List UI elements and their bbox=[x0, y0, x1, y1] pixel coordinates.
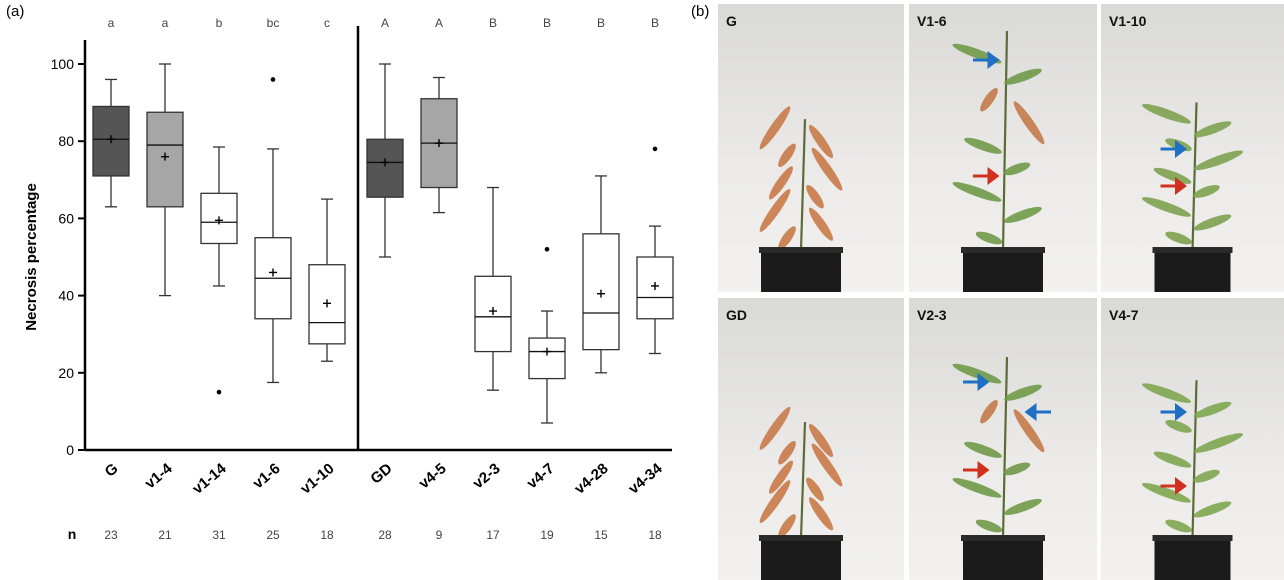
n-value: 17 bbox=[486, 528, 500, 542]
group-letter: B bbox=[489, 16, 497, 30]
group-letter: b bbox=[216, 16, 223, 30]
plot: 0 20 40 60 80 100 a G 23 a v1-4 21 b v1-14 31 bc v1-6 25 c… bbox=[51, 16, 673, 542]
n-value: 18 bbox=[648, 528, 662, 542]
n-value: 15 bbox=[594, 528, 608, 542]
outlier bbox=[545, 247, 550, 252]
n-value: 18 bbox=[320, 528, 334, 542]
x-tick-label: v4-5 bbox=[416, 460, 450, 492]
pot bbox=[761, 538, 841, 580]
group-letter: bc bbox=[267, 16, 280, 30]
photo: GD bbox=[718, 298, 904, 580]
pot-rim bbox=[961, 247, 1045, 253]
n-value: 25 bbox=[266, 528, 280, 542]
x-tick-label: v4-34 bbox=[625, 460, 666, 498]
photo-label: V1-10 bbox=[1109, 13, 1147, 29]
panel-label: (a) bbox=[6, 3, 24, 20]
pot-rim bbox=[961, 535, 1045, 541]
group-letter: A bbox=[435, 16, 443, 30]
photo-label: G bbox=[726, 13, 737, 29]
y-tick-label: 100 bbox=[51, 56, 75, 72]
group-letter: A bbox=[381, 16, 389, 30]
photo-label: V4-7 bbox=[1109, 307, 1139, 323]
pot bbox=[1155, 250, 1231, 292]
n-label: n bbox=[68, 526, 77, 542]
page: {"chart_data": {"type": "box", "panel_la… bbox=[0, 0, 1284, 580]
pot-rim bbox=[759, 535, 843, 541]
x-tick-label: GD bbox=[367, 460, 395, 488]
pot bbox=[963, 250, 1043, 292]
outlier bbox=[217, 390, 222, 395]
pot bbox=[761, 250, 841, 292]
n-value: 9 bbox=[436, 528, 443, 542]
group-letter: c bbox=[324, 16, 330, 30]
n-value: 31 bbox=[212, 528, 226, 542]
x-tick-label: v1-10 bbox=[297, 460, 337, 498]
x-tick-label: v4-28 bbox=[571, 460, 611, 498]
photo: V1-6 bbox=[909, 4, 1097, 292]
photo-label: V2-3 bbox=[917, 307, 947, 323]
y-tick-label: 60 bbox=[58, 210, 74, 226]
pot-rim bbox=[759, 247, 843, 253]
x-tick-label: v1-14 bbox=[189, 460, 230, 498]
n-value: 19 bbox=[540, 528, 554, 542]
group-letter: a bbox=[162, 16, 169, 30]
pot-rim bbox=[1153, 535, 1233, 541]
x-tick-label: v2-3 bbox=[470, 460, 504, 492]
n-value: 21 bbox=[158, 528, 172, 542]
photo-panel: G V1-6 V1-10 GD V2-3 V4-7 bbox=[718, 4, 1284, 580]
y-axis-label: Necrosis percentage bbox=[23, 183, 40, 331]
y-tick-label: 40 bbox=[58, 288, 74, 304]
figure: (a) (b) Necrosis percentage n 0 20 40 60 80 1… bbox=[0, 0, 1284, 580]
outlier bbox=[271, 77, 276, 82]
group-letter: a bbox=[108, 16, 115, 30]
x-tick-label: v1-4 bbox=[142, 460, 176, 493]
pot bbox=[1155, 538, 1231, 580]
x-tick-label: G bbox=[102, 460, 122, 481]
n-value: 23 bbox=[104, 528, 118, 542]
photo: V4-7 bbox=[1101, 298, 1284, 580]
y-tick-label: 80 bbox=[58, 133, 74, 149]
pot-rim bbox=[1153, 247, 1233, 253]
photo: V2-3 bbox=[909, 298, 1097, 580]
photo-label: V1-6 bbox=[917, 13, 947, 29]
pot bbox=[963, 538, 1043, 580]
group-letter: B bbox=[651, 16, 659, 30]
group-letter: B bbox=[543, 16, 551, 30]
photo: V1-10 bbox=[1101, 4, 1284, 292]
group-letter: B bbox=[597, 16, 605, 30]
photo-label: GD bbox=[726, 307, 747, 323]
x-tick-label: v4-7 bbox=[524, 460, 558, 492]
outlier bbox=[653, 147, 658, 152]
n-value: 28 bbox=[378, 528, 392, 542]
y-tick-label: 20 bbox=[58, 365, 74, 381]
panel-label: (b) bbox=[691, 3, 709, 20]
box bbox=[367, 139, 403, 197]
x-tick-label: v1-6 bbox=[250, 460, 284, 492]
box bbox=[529, 338, 565, 379]
y-tick-label: 0 bbox=[66, 442, 74, 458]
photo: G bbox=[718, 4, 904, 292]
